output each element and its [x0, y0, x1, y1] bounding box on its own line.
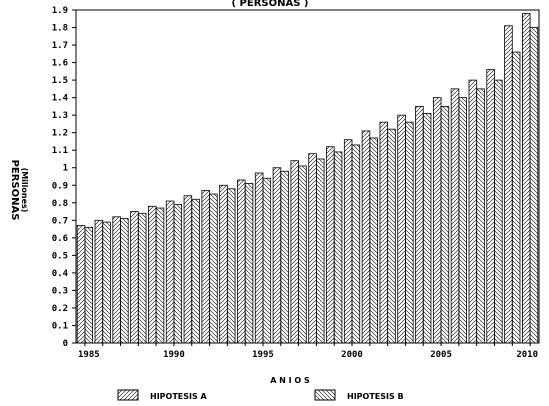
legend-swatch-a — [117, 389, 139, 401]
bar-b-1988 — [137, 212, 147, 344]
legend-label-b: HIPOTESIS B — [347, 392, 404, 401]
bar-b-1997 — [298, 165, 307, 344]
bar-a-1994 — [237, 179, 246, 344]
bar-b-1994 — [244, 183, 254, 344]
bar-b-1991 — [191, 198, 200, 344]
y-tick-label: 0.5 — [52, 251, 68, 261]
y-tick-label: 1 — [63, 164, 68, 174]
bar-a-1988 — [130, 211, 139, 344]
bar-b-2010 — [529, 27, 539, 344]
y-tick-label: 1.2 — [52, 129, 68, 139]
bar-a-1997 — [290, 160, 299, 344]
chart-title: ( PERSONAS ) — [232, 0, 309, 9]
y-tick-label: 1.4 — [52, 94, 69, 104]
bar-a-1998 — [308, 153, 317, 344]
y-tick-label: 0.8 — [52, 199, 68, 209]
legend-item-a: HIPOTESIS A — [117, 389, 208, 401]
y-axis: 0 0.1 0.2 0.3 0.4 0.5 0.6 0.7 0.8 0.9 1 1.1 1.2 1.3 1.… — [52, 6, 76, 349]
bar-b-1986 — [102, 221, 111, 344]
y-tick-label: 0.6 — [52, 234, 68, 244]
y-axis-title: PERSONAS — [9, 160, 20, 221]
y-tick-label: 0.3 — [52, 286, 68, 296]
bar-a-1999 — [326, 146, 335, 344]
bar-b-1995 — [262, 177, 272, 344]
bar-a-1991 — [183, 195, 193, 344]
bar-b-1987 — [120, 218, 129, 344]
bar-b-2004 — [422, 113, 432, 344]
y-tick-label: 0.4 — [52, 269, 69, 279]
bar-a-2009 — [504, 25, 513, 344]
bar-b-1990 — [173, 204, 183, 344]
bar-a-1986 — [94, 219, 104, 344]
plot-area — [75, 9, 540, 344]
bar-a-2010 — [521, 13, 531, 344]
bars-group — [76, 13, 539, 344]
y-tick-label: 1.9 — [52, 6, 68, 16]
bar-b-1993 — [226, 188, 236, 344]
bar-a-1996 — [272, 167, 282, 344]
bar-a-1993 — [219, 184, 228, 344]
bar-a-1985 — [76, 225, 86, 344]
y-tick-label: 0.1 — [52, 321, 68, 331]
bar-b-2001 — [369, 137, 378, 344]
bar-a-2000 — [343, 139, 353, 344]
bar-b-1999 — [333, 151, 343, 344]
bar-b-1996 — [280, 170, 289, 344]
bar-b-2007 — [476, 88, 485, 344]
y-tick-label: 1.8 — [52, 24, 68, 34]
bar-b-1989 — [155, 207, 165, 344]
bar-a-2003 — [397, 114, 406, 344]
plot-frame — [75, 9, 540, 344]
y-tick-label: 1.1 — [52, 146, 68, 156]
legend: HIPOTESIS A HIPOTESIS B — [117, 389, 404, 401]
x-tick-label: 1990 — [163, 350, 185, 360]
bar-b-1992 — [209, 193, 218, 344]
bar-a-2006 — [450, 88, 460, 344]
bar-b-1985 — [84, 226, 94, 344]
x-tick-label: 2000 — [341, 350, 363, 360]
bar-a-1990 — [165, 200, 175, 344]
bar-a-1989 — [148, 205, 157, 344]
bar-b-2009 — [511, 51, 521, 344]
bar-b-1998 — [316, 158, 325, 344]
x-tick-label: 1995 — [252, 350, 274, 360]
y-tick-label: 0.2 — [52, 304, 68, 314]
bar-b-2008 — [494, 79, 503, 344]
bar-b-2005 — [440, 105, 450, 344]
bar-b-2003 — [405, 121, 414, 344]
y-tick-label: 1.7 — [52, 41, 68, 51]
x-axis-title: A N I O S — [270, 376, 310, 385]
bar-a-2002 — [379, 121, 389, 344]
legend-swatch-b — [314, 389, 336, 401]
bar-b-2000 — [351, 144, 361, 344]
y-tick-label: 1.3 — [52, 111, 68, 121]
legend-label-a: HIPOTESIS A — [150, 392, 208, 401]
bar-a-1992 — [201, 190, 210, 344]
bar-b-2002 — [387, 128, 396, 344]
bar-a-2007 — [468, 79, 478, 344]
y-tick-label: 1.5 — [52, 76, 68, 86]
bar-a-2008 — [486, 69, 495, 344]
y-tick-label: 0 — [63, 339, 68, 349]
y-tick-label: 1.6 — [52, 59, 68, 69]
y-tick-label: 0.9 — [52, 181, 68, 191]
y-axis-subtitle: (Millones) — [20, 168, 29, 213]
bar-a-1987 — [112, 216, 121, 344]
x-tick-label: 2005 — [430, 350, 452, 360]
bar-a-2001 — [361, 130, 371, 344]
x-tick-label: 2010 — [516, 350, 538, 360]
y-tick-label: 0.7 — [52, 216, 68, 226]
bar-b-2006 — [458, 97, 467, 344]
bar-a-1995 — [254, 172, 264, 344]
x-tick-label: 1985 — [78, 350, 100, 360]
x-axis: 1985 1990 1995 2000 2005 2010 — [78, 343, 538, 360]
legend-item-b: HIPOTESIS B — [314, 389, 404, 401]
bar-a-2004 — [415, 105, 424, 344]
bar-a-2005 — [432, 97, 442, 344]
